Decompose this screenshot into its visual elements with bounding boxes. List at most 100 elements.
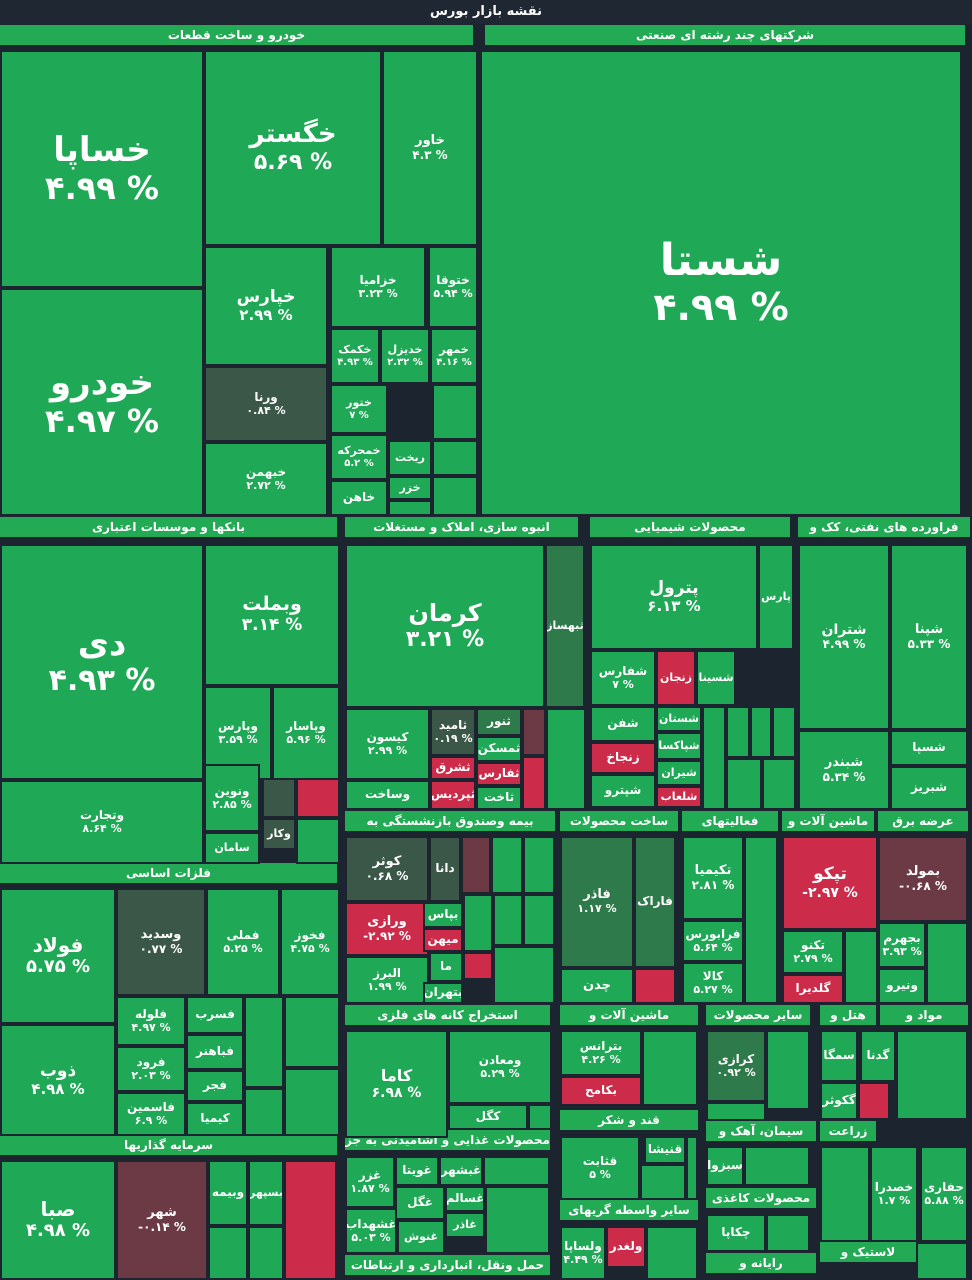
stock-tile[interactable]: بمولد -۰.۶۸ % (878, 836, 968, 922)
stock-tile[interactable]: فجر (186, 1070, 244, 1102)
stock-tile[interactable]: شیران (656, 760, 702, 786)
stock-tile[interactable]: تکیمیا ۲.۸۱ % (682, 836, 744, 920)
stock-tile[interactable]: سبزوا (706, 1146, 744, 1186)
stock-tile[interactable]: خاهن (330, 480, 388, 516)
stock-tile[interactable]: ونوین ۲.۸۵ % (204, 764, 260, 832)
stock-tile[interactable]: سامان (204, 832, 260, 864)
stock-tile[interactable]: کگل (448, 1104, 528, 1130)
stock-tile[interactable]: البرز ۱.۹۹ % (345, 956, 429, 1004)
stock-tile[interactable]: زنجان (656, 650, 696, 706)
stock-tile[interactable]: بجهرم ۳.۹۳ % (878, 922, 926, 968)
stock-tile[interactable]: صبا ۴.۹۸ % (0, 1160, 116, 1280)
stock-tile[interactable]: چکاپا (706, 1214, 766, 1252)
stock-tile[interactable]: زنجاخ (590, 742, 656, 774)
stock-tile[interactable]: فولاد ۵.۷۵ % (0, 888, 116, 1024)
stock-tile[interactable]: ثنور (476, 708, 522, 736)
stock-tile[interactable]: دانا (429, 836, 461, 902)
stock-tile[interactable]: خپارس ۲.۹۹ % (204, 246, 328, 366)
stock-tile[interactable]: غبشهر (439, 1156, 483, 1186)
stock-tile[interactable]: شهر -۰.۱۴ % (116, 1160, 208, 1280)
stock-tile[interactable]: ورنا ۰.۸۴ % (204, 366, 328, 442)
stock-tile[interactable]: خدیزل ۲.۳۲ % (380, 328, 430, 384)
stock-tile[interactable]: فلوله ۴.۹۷ % (116, 996, 186, 1046)
stock-tile[interactable]: ختوقا ۵.۹۴ % (428, 246, 478, 328)
stock-tile[interactable]: شفن (590, 706, 656, 742)
stock-tile[interactable]: کالا ۵.۲۷ % (682, 962, 744, 1004)
stock-tile[interactable]: ذوب ۴.۹۸ % (0, 1024, 116, 1136)
stock-tile[interactable]: بپاس (423, 902, 463, 928)
stock-tile[interactable]: ثشرق (430, 756, 476, 780)
stock-tile[interactable]: کرمان ۳.۲۱ % (345, 544, 545, 708)
stock-tile[interactable]: بکامح (560, 1076, 642, 1106)
stock-tile[interactable]: خبهمن ۲.۷۲ % (204, 442, 328, 516)
stock-tile[interactable]: ثپردیس (430, 780, 476, 810)
stock-tile[interactable]: فملی ۵.۲۵ % (206, 888, 280, 996)
stock-tile[interactable]: قثابت ۵ % (560, 1136, 640, 1200)
stock-tile[interactable]: میهن (423, 928, 463, 952)
stock-tile[interactable]: شبریز (890, 766, 968, 810)
stock-tile[interactable]: فباهنر (186, 1034, 244, 1070)
stock-tile[interactable]: خمحرکه ۵.۲ % (330, 434, 388, 480)
stock-tile[interactable]: شتران ۴.۹۹ % (798, 544, 890, 730)
stock-tile[interactable]: ومعادن ۵.۲۹ % (448, 1030, 552, 1104)
stock-tile[interactable]: شفارس ۷ % (590, 650, 656, 706)
stock-tile[interactable]: ختور ۷ % (330, 384, 388, 434)
stock-tile[interactable]: قنیشا (644, 1136, 686, 1164)
stock-tile[interactable]: فرود ۲.۰۳ % (116, 1046, 186, 1092)
stock-tile[interactable]: ثامید ۰.۱۹ % (430, 708, 476, 756)
stock-tile[interactable]: غویتا (395, 1156, 439, 1186)
stock-tile[interactable]: کوثر ۰.۶۸ % (345, 836, 429, 902)
stock-tile[interactable]: شلعاب (656, 786, 702, 808)
stock-tile[interactable]: کاما ۶.۹۸ % (345, 1030, 448, 1138)
stock-tile[interactable]: شسینا (696, 650, 736, 706)
stock-tile[interactable]: ورازی -۲.۹۲ % (345, 902, 429, 956)
stock-tile[interactable]: شستان (656, 706, 702, 732)
stock-tile[interactable]: ثاخت (476, 786, 522, 810)
stock-tile[interactable]: پترول ۶.۱۳ % (590, 544, 758, 650)
stock-tile[interactable]: ثمسکن (476, 736, 522, 762)
stock-tile[interactable]: تپکو -۲.۹۷ % (782, 836, 878, 930)
stock-tile[interactable]: پارس (758, 544, 794, 650)
stock-tile[interactable]: حفاری ۵.۸۸ % (920, 1146, 968, 1242)
stock-tile[interactable]: بسپهر (248, 1160, 284, 1226)
stock-tile[interactable]: شپترو (590, 774, 656, 808)
stock-tile[interactable]: وبیمه (208, 1160, 248, 1226)
stock-tile[interactable]: بتهران (423, 982, 463, 1004)
stock-tile[interactable]: وسدید ۰.۷۷ % (116, 888, 206, 996)
stock-tile[interactable]: ولغدر (606, 1226, 646, 1268)
stock-tile[interactable]: شسپا (890, 730, 968, 766)
stock-tile[interactable]: شپنا ۵.۳۳ % (890, 544, 968, 730)
stock-tile[interactable]: کیمیا (186, 1102, 244, 1136)
stock-tile[interactable]: ریخت (388, 440, 432, 476)
stock-tile[interactable]: غزر ۱.۸۷ % (345, 1156, 395, 1208)
stock-tile[interactable]: دی ۴.۹۳ % (0, 544, 204, 780)
stock-tile[interactable]: غسالم (445, 1186, 485, 1212)
stock-tile[interactable]: گکوثر (820, 1082, 858, 1120)
stock-tile[interactable]: خگستر ۵.۶۹ % (204, 50, 382, 246)
stock-tile[interactable]: خزامیا ۳.۲۳ % (330, 246, 426, 328)
stock-tile[interactable]: وتجارت ۸.۶۴ % (0, 780, 204, 864)
stock-tile[interactable]: خساپا ۴.۹۹ % (0, 50, 204, 288)
stock-tile[interactable]: وپاسار ۵.۹۶ % (272, 686, 340, 780)
stock-tile[interactable]: وساخت (345, 780, 430, 810)
stock-tile[interactable]: غشهداب ۵.۰۳ % (345, 1208, 397, 1254)
stock-tile[interactable]: فاراک (634, 836, 676, 968)
stock-tile[interactable]: سمگا (820, 1030, 858, 1082)
stock-tile[interactable]: خزر (388, 476, 432, 500)
stock-tile[interactable]: ما (429, 952, 463, 982)
stock-tile[interactable]: فاسمین ۶.۹ % (116, 1092, 186, 1136)
stock-tile[interactable]: ولساپا ۴.۴۹ % (560, 1226, 606, 1280)
stock-tile[interactable]: فخوز ۴.۷۵ % (280, 888, 340, 996)
stock-tile[interactable]: گدنا (860, 1030, 896, 1082)
stock-tile[interactable]: خصدرا ۱.۷ % (870, 1146, 918, 1242)
stock-tile[interactable]: ونیرو (878, 968, 926, 1004)
stock-tile[interactable]: غنوش (397, 1220, 445, 1254)
stock-tile[interactable]: ثبهساز (545, 544, 585, 708)
stock-tile[interactable]: خمهر ۴.۱۶ % (430, 328, 478, 384)
stock-tile[interactable]: شبندر ۵.۳۴ % (798, 730, 890, 810)
stock-tile[interactable]: خاور ۴.۳ % (382, 50, 478, 246)
stock-tile[interactable]: بترانس ۴.۲۶ % (560, 1030, 642, 1076)
stock-tile[interactable]: گلدیرا (782, 974, 844, 1004)
stock-tile[interactable]: خودرو ۴.۹۷ % (0, 288, 204, 516)
stock-tile[interactable]: شپاکسا (656, 732, 702, 760)
